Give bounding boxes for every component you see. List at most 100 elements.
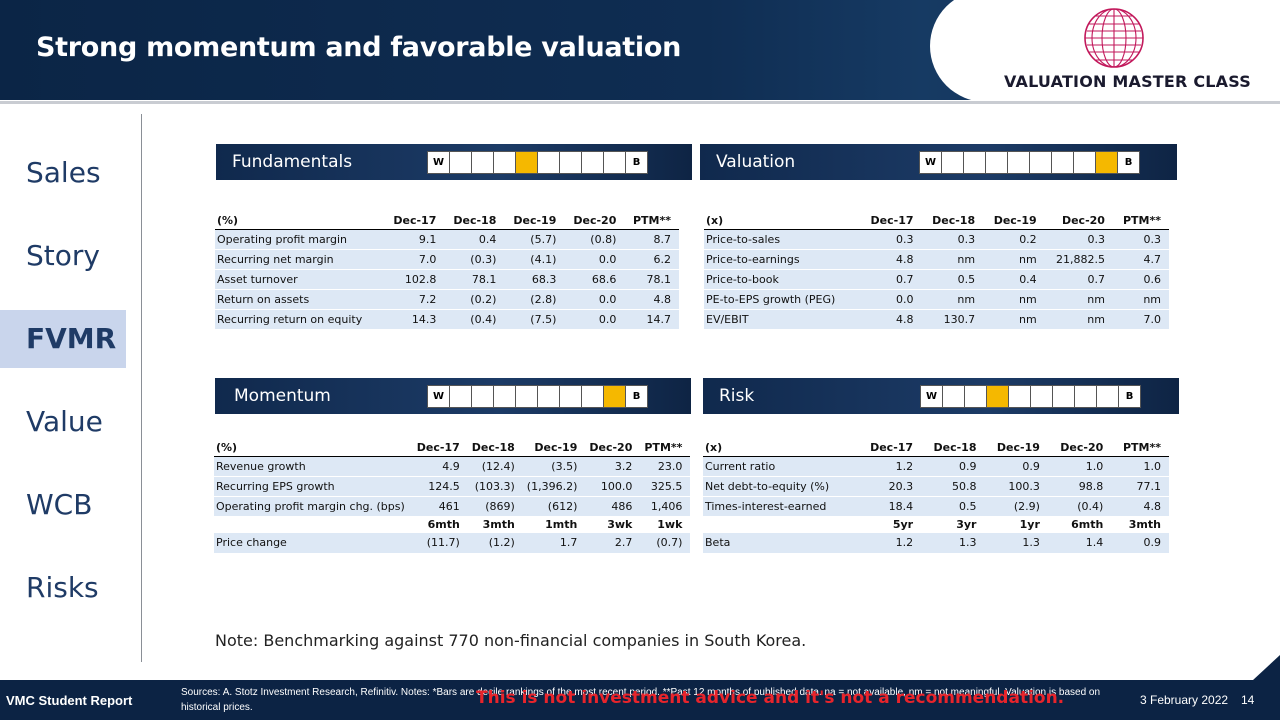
row-label: Recurring net margin xyxy=(215,249,385,270)
cell-value: 0.9 xyxy=(921,456,985,477)
sidebar-item-value[interactable]: Value xyxy=(26,405,103,438)
cell-value: 100.3 xyxy=(984,476,1048,497)
decile-cell: W xyxy=(920,385,943,408)
decile-cell xyxy=(964,385,987,408)
cell-value: nm xyxy=(983,309,1045,330)
table-row: Operating profit margin chg. (bps) 461 (86… xyxy=(214,496,691,517)
decile-cell xyxy=(985,151,1008,174)
column-header: PTM** xyxy=(1112,212,1169,230)
cell-value: 68.6 xyxy=(564,269,625,290)
cell-value: 0.0 xyxy=(564,249,625,270)
cell-value: nm xyxy=(983,289,1045,310)
cell-value: nm xyxy=(983,249,1045,270)
decile-cell: W xyxy=(427,385,450,408)
row-label: Price change xyxy=(214,533,413,554)
cell-value: 0.3 xyxy=(1112,229,1169,250)
sidebar-item-fvmr[interactable]: FVMR xyxy=(0,310,126,368)
cell-value: 0.5 xyxy=(921,269,984,290)
cell-value: 1.3 xyxy=(984,533,1048,554)
table-row: Operating profit margin 9.1 0.4 (5.7) (0.8) 8… xyxy=(215,229,679,250)
cell-value: 20.3 xyxy=(857,476,922,497)
footer: VMC Student Report Sources: A. Stotz Inv… xyxy=(0,680,1280,720)
panel-title: Fundamentals xyxy=(232,152,353,172)
cell-value: (7.5) xyxy=(504,309,565,330)
decile-cell xyxy=(559,151,582,174)
row-label: Operating profit margin xyxy=(215,229,385,250)
decile-cell xyxy=(941,151,964,174)
cell-value: 1.0 xyxy=(1111,456,1169,477)
column-header: 6mth xyxy=(1071,518,1104,532)
table-row: Price change (11.7) (1.2) 1.7 2.7 (0.7) xyxy=(214,533,691,554)
column-header: Dec-18 xyxy=(921,439,985,457)
table-row: Recurring EPS growth 124.5 (103.3) (1,396.2… xyxy=(214,476,691,497)
decile-cell: B xyxy=(625,385,648,408)
row-label: Net debt-to-equity (%) xyxy=(703,476,858,497)
decile-cell: W xyxy=(427,151,450,174)
decile-cell xyxy=(1030,385,1053,408)
cell-value: 0.3 xyxy=(921,229,984,250)
row-label: Operating profit margin chg. (bps) xyxy=(214,496,413,517)
table-row: Recurring return on equity 14.3 (0.4) (7.5)… xyxy=(215,309,679,330)
column-header: Dec-17 xyxy=(412,439,468,457)
table-subheader-row: 5yr 3yr 1yr 6mth 3mth xyxy=(703,516,1169,533)
cell-value: (0.7) xyxy=(640,533,691,554)
decile-cell: B xyxy=(625,151,648,174)
column-header: PTM** xyxy=(624,212,679,230)
sidebar-item-sales[interactable]: Sales xyxy=(26,156,101,189)
cell-value: (0.4) xyxy=(444,309,505,330)
column-header: PTM** xyxy=(640,439,691,457)
table-row: Price-to-book 0.7 0.5 0.4 0.7 0.6 xyxy=(704,269,1169,290)
column-header: 6mth xyxy=(427,518,460,532)
decile-cell xyxy=(1007,151,1030,174)
column-header: Dec-20 xyxy=(564,212,625,230)
cell-value: (12.4) xyxy=(467,456,523,477)
row-label: PE-to-EPS growth (PEG) xyxy=(704,289,860,310)
cell-value: 124.5 xyxy=(412,476,468,497)
table-row: Price-to-earnings 4.8 nm nm 21,882.5 4.7 xyxy=(704,249,1169,270)
row-label: Asset turnover xyxy=(215,269,385,290)
row-label: Revenue growth xyxy=(214,456,413,477)
panel-title: Risk xyxy=(719,386,755,406)
cell-value: 18.4 xyxy=(857,496,922,517)
column-header: Dec-17 xyxy=(859,212,922,230)
momentum-table: (%) Dec-17 Dec-18 Dec-19 Dec-20 PTM** Revenue … xyxy=(214,439,691,554)
cell-value: 0.4 xyxy=(983,269,1045,290)
sidebar-item-wcb[interactable]: WCB xyxy=(26,488,93,521)
unit-label xyxy=(703,516,858,533)
cell-value: nm xyxy=(1044,289,1113,310)
column-header: 5yr xyxy=(892,518,914,532)
decile-cell xyxy=(537,151,560,174)
table-row: EV/EBIT 4.8 130.7 nm nm 7.0 xyxy=(704,309,1169,330)
column-header: 3yr xyxy=(956,518,977,532)
fundamentals-table: (%) Dec-17 Dec-18 Dec-19 Dec-20 PTM** Operatin… xyxy=(215,212,679,330)
header-banner: Strong momentum and favorable valuation … xyxy=(0,0,1280,100)
cell-value: 1.0 xyxy=(1047,456,1112,477)
globe-icon xyxy=(1084,8,1144,68)
sidebar-item-risks[interactable]: Risks xyxy=(26,571,99,604)
cell-value: 78.1 xyxy=(444,269,505,290)
cell-value: 486 xyxy=(585,496,641,517)
cell-value: 1.3 xyxy=(921,533,985,554)
unit-label: (%) xyxy=(215,212,385,230)
column-header: PTM** xyxy=(1111,439,1169,457)
decile-cell xyxy=(581,151,604,174)
footer-sources: Sources: A. Stotz Investment Research, R… xyxy=(181,687,1101,713)
cell-value: 0.7 xyxy=(1044,269,1113,290)
cell-value: nm xyxy=(921,249,984,270)
row-label: Price-to-earnings xyxy=(704,249,860,270)
sidebar: Sales Story FVMR Value WCB Risks xyxy=(0,114,142,662)
sidebar-item-story[interactable]: Story xyxy=(26,239,100,272)
decile-cell xyxy=(471,385,494,408)
unit-label: (%) xyxy=(214,439,413,457)
table-row: Net debt-to-equity (%) 20.3 50.8 100.3 98.8 7… xyxy=(703,476,1169,497)
decile-cell xyxy=(603,151,626,174)
cell-value: 21,882.5 xyxy=(1044,249,1113,270)
row-label: Beta xyxy=(703,533,858,554)
decile-cell xyxy=(1096,385,1119,408)
cell-value: 0.9 xyxy=(1111,533,1169,554)
cell-value: 100.0 xyxy=(585,476,641,497)
cell-value: 4.8 xyxy=(624,289,679,310)
column-header: Dec-17 xyxy=(857,439,922,457)
